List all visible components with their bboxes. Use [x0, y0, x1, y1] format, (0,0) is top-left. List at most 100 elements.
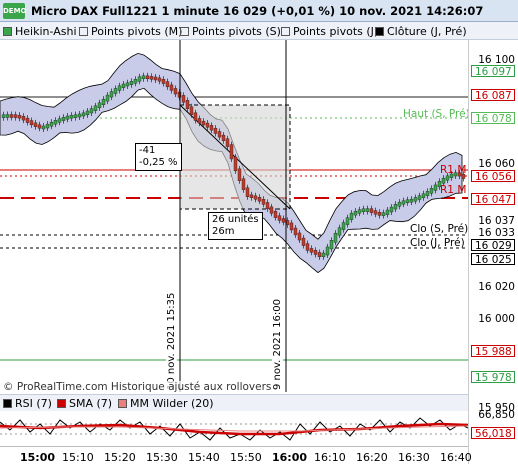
price-tag: 16 078 — [471, 112, 515, 125]
candle — [417, 195, 422, 200]
haut-label: Haut (S, Pré) — [403, 108, 470, 120]
candle — [17, 114, 22, 119]
candle — [201, 120, 206, 126]
candle — [333, 232, 338, 243]
legend-pivots-weekly[interactable]: Points pivots (S) — [180, 24, 281, 38]
legend-pivots-monthly[interactable]: Points pivots (M) — [79, 24, 182, 38]
candle — [237, 168, 242, 181]
candle — [77, 113, 82, 118]
candle — [45, 123, 50, 129]
time-tick: 15:20 — [104, 451, 136, 464]
price-axis[interactable]: 16 100 16 060 16 037 16 033 16 020 16 00… — [468, 40, 518, 464]
vline-label-1: 10 nov. 2021 15:35 — [166, 290, 177, 392]
candle — [245, 187, 250, 197]
candle — [41, 125, 46, 130]
price-tag: 16 097 — [471, 65, 515, 78]
candle — [233, 156, 238, 172]
candle — [57, 118, 62, 123]
candle — [305, 243, 310, 251]
candle — [21, 116, 26, 121]
change-pct: -0,25 % — [139, 157, 178, 168]
price-tag: 15 978 — [471, 371, 515, 384]
legend-sma[interactable]: SMA (7) — [57, 396, 112, 410]
legend-label: Clôture (J, Pré) — [387, 24, 467, 38]
units-count: 26 unités — [212, 214, 259, 225]
osc-tick: 66,850 — [478, 409, 515, 421]
change-abs: -41 — [139, 145, 156, 156]
indicator-legend: Heikin-Ashi Points pivots (M) Points piv… — [0, 22, 518, 40]
candle — [217, 131, 222, 138]
candle — [121, 83, 126, 89]
candle — [49, 121, 54, 127]
candle — [449, 173, 454, 179]
candle — [389, 206, 394, 213]
candle — [425, 191, 430, 196]
candle — [257, 197, 262, 202]
candle — [65, 115, 70, 120]
price-tick: 16 060 — [478, 158, 515, 170]
candle — [197, 118, 202, 124]
duration-value: 26m — [212, 226, 235, 237]
clo-j-label: Clo (J, Pré) — [410, 237, 465, 249]
candle — [281, 218, 286, 223]
price-chart-canvas — [0, 40, 468, 392]
candle — [401, 200, 406, 205]
price-tick: 16 020 — [478, 281, 515, 293]
legend-label: Points pivots (J) — [293, 24, 379, 38]
candle — [89, 108, 94, 114]
vline-label-2: 9 nov. 2021 16:00 — [272, 297, 283, 392]
legend-pivots-daily[interactable]: Points pivots (J) — [281, 24, 378, 38]
candle — [145, 75, 150, 79]
candle — [53, 120, 58, 125]
candle — [205, 122, 210, 128]
r1-label-top: R1 M — [440, 164, 467, 176]
price-chart[interactable] — [0, 40, 468, 392]
candle — [85, 110, 90, 116]
candle — [365, 208, 370, 212]
candle — [161, 79, 166, 84]
price-tick: 16 100 — [478, 54, 515, 66]
heikin-ashi-swatch-icon — [3, 26, 12, 36]
legend-close-prev[interactable]: Clôture (J, Pré) — [375, 24, 467, 38]
candle — [157, 77, 162, 82]
legend-mm-wilder[interactable]: MM Wilder (20) — [118, 396, 214, 410]
candle — [273, 211, 278, 218]
candle — [433, 184, 438, 191]
demo-badge: DEMO — [3, 3, 27, 19]
r1-label: R1 M — [440, 184, 467, 196]
time-axis[interactable]: 15:00 15:10 15:20 15:30 15:40 15:50 16:0… — [0, 446, 472, 467]
candle — [373, 210, 378, 215]
candle — [345, 217, 350, 225]
time-tick: 15:40 — [188, 451, 220, 464]
candle — [193, 112, 198, 121]
oscillator-panel[interactable] — [0, 410, 469, 446]
legend-label: MM Wilder (20) — [130, 396, 214, 410]
candle — [369, 208, 374, 213]
legend-label: Points pivots (M) — [91, 24, 183, 38]
candle — [409, 198, 414, 203]
candle — [181, 95, 186, 103]
candle — [33, 122, 38, 127]
time-tick: 15:00 — [20, 451, 56, 464]
candle — [129, 81, 134, 85]
candle — [381, 212, 386, 216]
sma-swatch-icon — [57, 398, 66, 408]
pivots-swatch-icon — [79, 26, 88, 36]
legend-label: RSI (7) — [15, 396, 52, 410]
candle — [69, 115, 74, 119]
candle — [413, 197, 418, 202]
candle — [225, 138, 230, 147]
candle — [385, 209, 390, 215]
candle — [13, 114, 18, 118]
candle — [9, 114, 14, 118]
price-tick: 16 037 — [478, 215, 515, 227]
candle — [249, 194, 254, 198]
candle — [337, 227, 342, 236]
legend-rsi[interactable]: RSI (7) — [3, 396, 52, 410]
candle — [317, 252, 322, 258]
legend-heikin-ashi[interactable]: Heikin-Ashi — [3, 24, 77, 38]
time-tick: 16:40 — [440, 451, 472, 464]
legend-label: SMA (7) — [69, 396, 113, 410]
copyright-watermark: © ProRealTime.com Historique ajusté aux … — [3, 381, 272, 393]
candle — [105, 94, 110, 102]
